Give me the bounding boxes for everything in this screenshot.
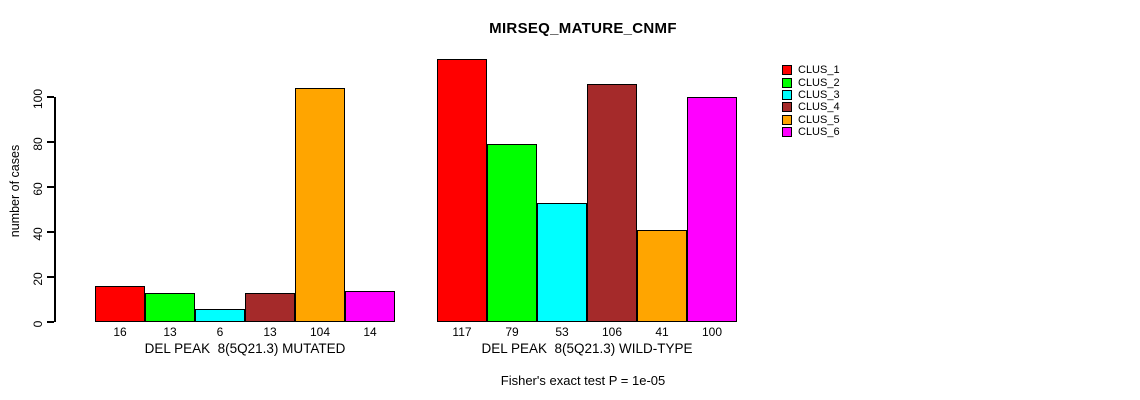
legend-item-label: CLUS_2 xyxy=(798,76,840,89)
legend-item-clus_3: CLUS_3 xyxy=(782,89,840,101)
legend-swatch-icon xyxy=(782,65,792,76)
y-tick xyxy=(47,276,54,278)
legend-item-label: CLUS_6 xyxy=(798,126,840,139)
bar-value-label: 14 xyxy=(363,325,377,339)
y-tick-label-text: 20 xyxy=(31,272,45,286)
y-tick xyxy=(47,186,54,188)
y-tick xyxy=(47,141,54,143)
chart-title: MIRSEQ_MATURE_CNMF xyxy=(489,20,677,37)
legend-item-clus_1: CLUS_1 xyxy=(782,64,840,76)
fisher-test-annotation: Fisher's exact test P = 1e-05 xyxy=(500,373,666,388)
y-tick-label-text: 60 xyxy=(31,182,45,196)
bar-clus_4-group1 xyxy=(245,292,295,322)
legend-item-clus_6: CLUS_6 xyxy=(782,126,840,138)
legend-swatch-icon xyxy=(782,102,792,113)
y-axis-label: number of cases xyxy=(8,144,22,238)
bar-clus_1-group2 xyxy=(437,58,487,322)
legend-item-clus_5: CLUS_5 xyxy=(782,114,840,126)
y-tick-label-text: 40 xyxy=(31,227,45,241)
bar-clus_5-group1 xyxy=(295,88,345,322)
y-tick xyxy=(47,231,54,233)
bar-value-label: 79 xyxy=(505,325,519,339)
bar-clus_2-group1 xyxy=(145,292,195,322)
legend-item-label: CLUS_3 xyxy=(798,88,840,101)
bar-clus_3-group1 xyxy=(195,308,245,322)
bar-value-label: 104 xyxy=(309,325,331,339)
bar-value-label: 100 xyxy=(701,325,723,339)
legend-swatch-icon xyxy=(782,114,792,125)
bar-value-label: 106 xyxy=(601,325,623,339)
bar-clus_6-group1 xyxy=(345,290,395,322)
group-label-2: DEL PEAK 8(5Q21.3) WILD-TYPE xyxy=(481,341,693,356)
legend-swatch-icon xyxy=(782,77,792,88)
legend-item-label: CLUS_5 xyxy=(798,113,840,126)
bar-value-label: 16 xyxy=(113,325,127,339)
bar-value-label: 53 xyxy=(555,325,569,339)
legend-item-clus_2: CLUS_2 xyxy=(782,76,840,89)
bar-clus_1-group1 xyxy=(95,286,145,322)
y-tick-label-text: 0 xyxy=(31,320,45,328)
bar-clus_6-group2 xyxy=(687,97,737,322)
legend-item-label: CLUS_1 xyxy=(798,64,840,77)
bar-clus_4-group2 xyxy=(587,83,637,322)
legend-item-label: CLUS_4 xyxy=(798,101,840,114)
bar-value-label: 117 xyxy=(452,325,472,339)
y-tick-label-text: 100 xyxy=(31,88,45,110)
legend-swatch-icon xyxy=(782,89,792,100)
legend-swatch-icon xyxy=(782,127,792,138)
legend: CLUS_1 CLUS_2 CLUS_3 CLUS_4 CLUS_5 CLUS_6 xyxy=(782,64,840,138)
y-tick-label-text: 80 xyxy=(31,137,45,151)
y-tick xyxy=(47,321,54,323)
bar-value-label: 41 xyxy=(655,325,669,339)
bar-value-label: 13 xyxy=(263,325,277,339)
group-label-1: DEL PEAK 8(5Q21.3) MUTATED xyxy=(144,341,346,356)
y-axis-line xyxy=(54,97,56,322)
bar-clus_5-group2 xyxy=(637,229,687,322)
y-tick xyxy=(47,96,54,98)
bar-value-label: 6 xyxy=(216,325,224,339)
legend-item-clus_4: CLUS_4 xyxy=(782,101,840,113)
bar-clus_2-group2 xyxy=(487,144,537,322)
bar-value-label: 13 xyxy=(163,325,177,339)
bar-clus_3-group2 xyxy=(537,202,587,322)
